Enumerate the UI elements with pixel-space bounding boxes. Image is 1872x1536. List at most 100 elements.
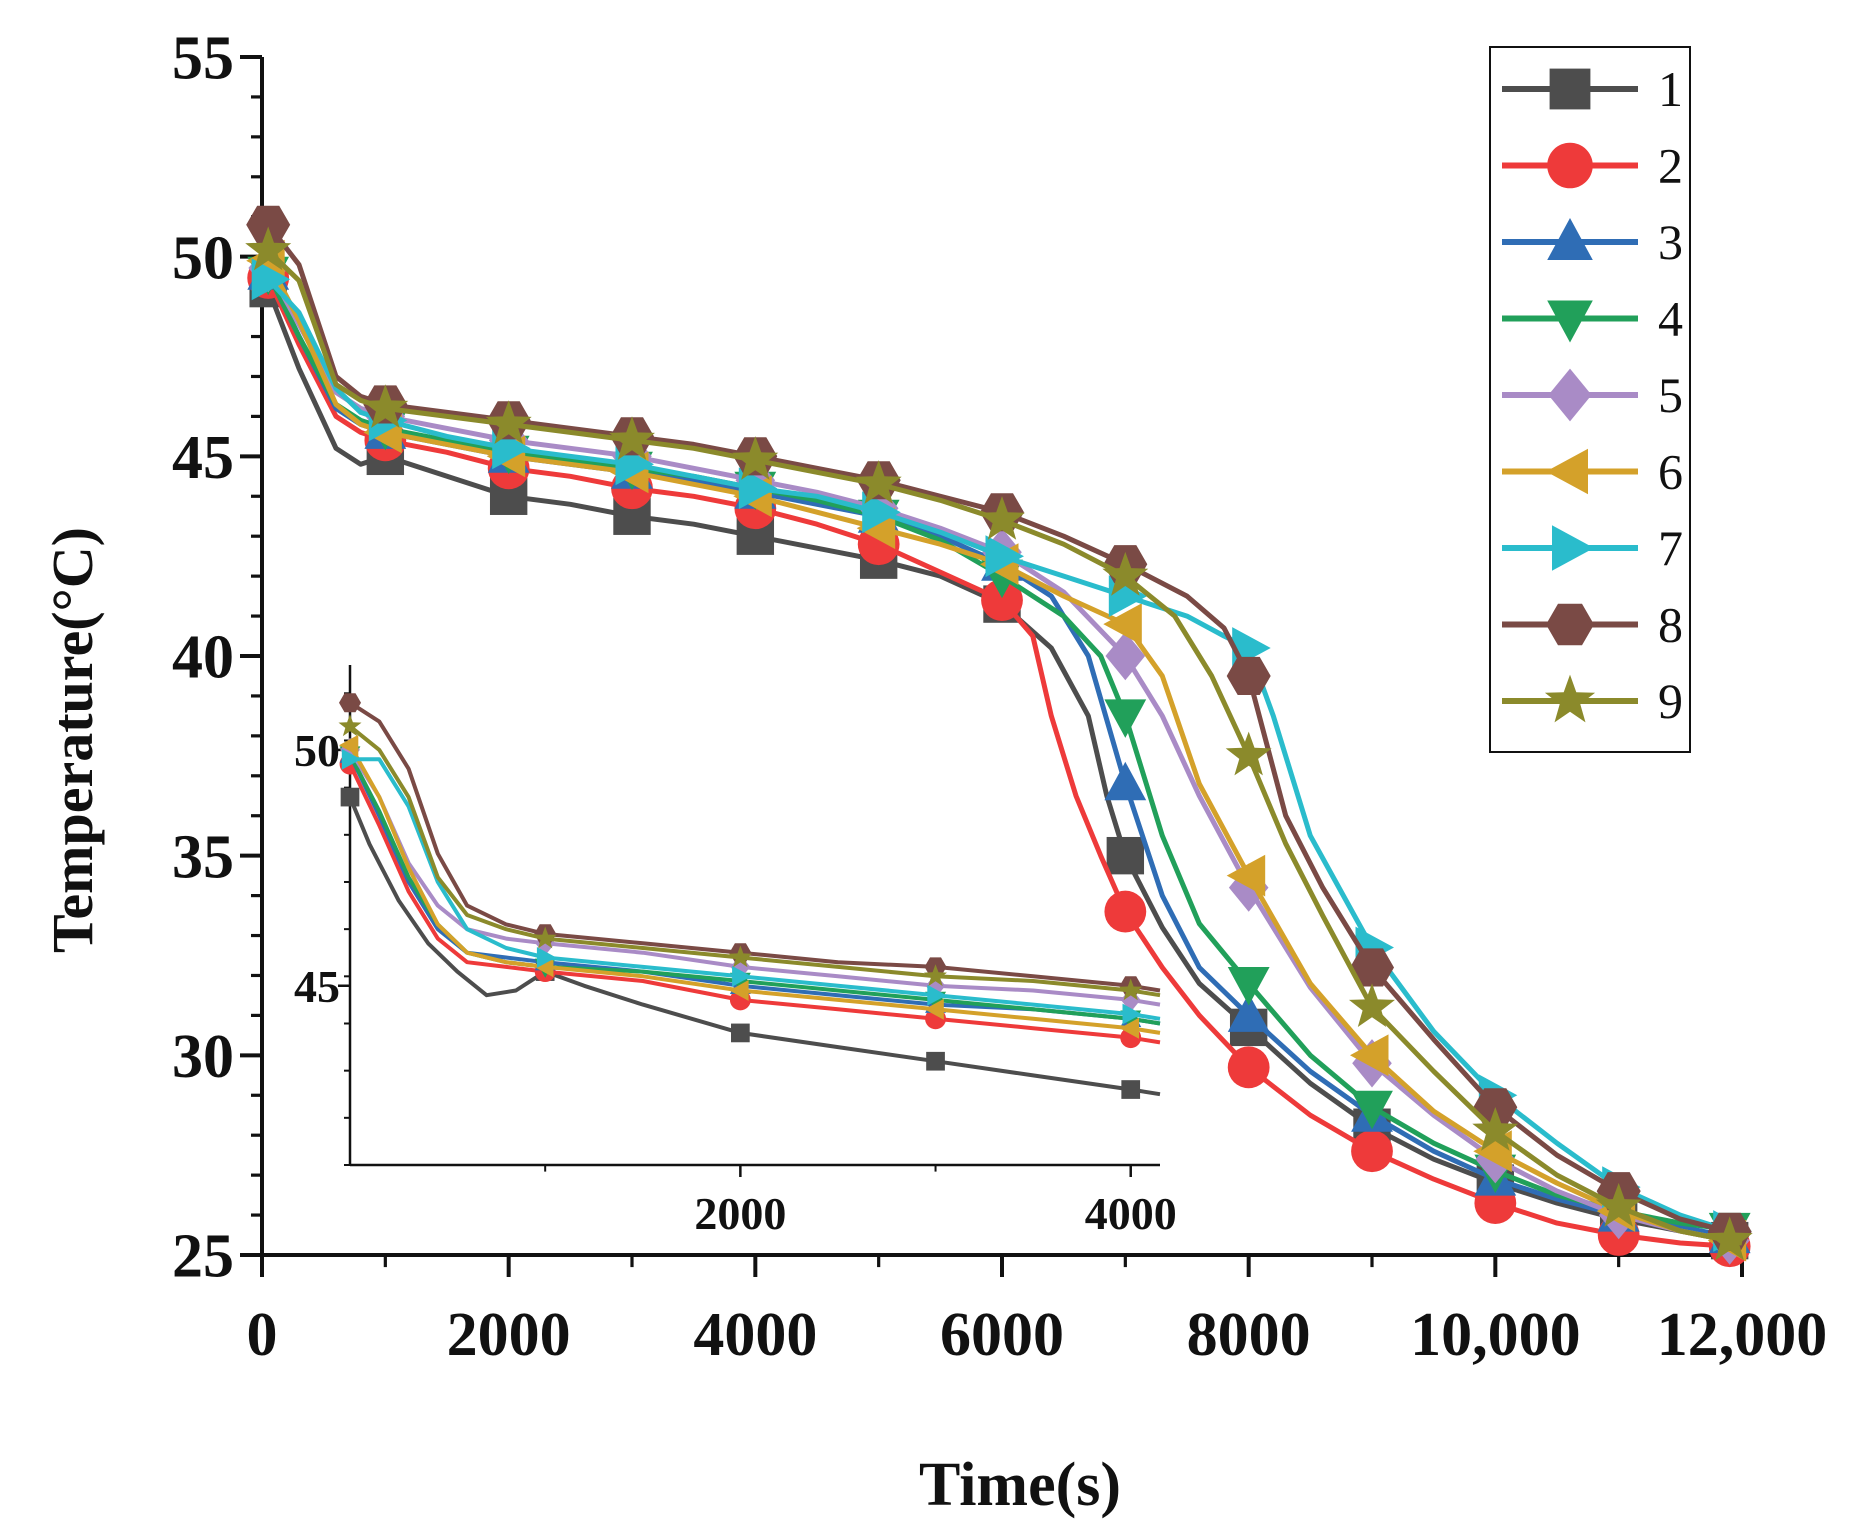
main-x-tick-label: 12,000 (1657, 1301, 1828, 1369)
x-axis-title: Time(s) (919, 1451, 1121, 1519)
main-y-tick-label: 35 (172, 823, 234, 891)
main-series-2-marker (1104, 890, 1147, 933)
main-x-tick-label: 10,000 (1410, 1301, 1581, 1369)
main-x-tick-label: 2000 (447, 1301, 571, 1369)
legend-label-4: 4 (1658, 291, 1683, 347)
legend-marker-3 (1547, 218, 1593, 260)
main-series-9-marker (1102, 551, 1149, 596)
main-series-2-line (259, 263, 1743, 1250)
main-y-tick-label: 55 (172, 25, 234, 93)
main-series-7-marker (862, 491, 901, 534)
legend-marker-5 (1548, 368, 1592, 422)
main-series-9-marker (979, 496, 1025, 540)
main-x-tick-label: 4000 (693, 1301, 817, 1369)
inset-series-7-line (350, 757, 1161, 1021)
main-series-9-marker (1595, 1182, 1642, 1227)
legend-marker-6 (1546, 448, 1588, 495)
inset-series-8-line (348, 701, 1161, 993)
legend-label-1: 1 (1658, 61, 1683, 117)
inset-series-1-marker (926, 1051, 945, 1071)
main-series-7-marker (738, 467, 778, 510)
main-series-9-marker (362, 384, 409, 428)
inset-series-7-marker (536, 947, 557, 968)
main-series-6-marker (1350, 1034, 1389, 1077)
inset-series-9-line (348, 724, 1161, 998)
main-y-tick-label: 40 (172, 624, 234, 692)
legend-label-9: 9 (1658, 673, 1683, 729)
main-series-7-marker (251, 258, 291, 301)
main-series-4-marker (1351, 1090, 1393, 1130)
inset-series-6-marker (339, 734, 359, 756)
main-series-2-marker (1227, 1046, 1270, 1089)
inset-series-9-marker (533, 926, 557, 949)
legend-label-3: 3 (1658, 214, 1683, 270)
main-y-tick-label: 25 (172, 1223, 234, 1291)
inset-y-tick-label: 50 (294, 725, 340, 776)
legend-label-2: 2 (1658, 138, 1683, 194)
main-y-tick-label: 30 (172, 1023, 234, 1091)
main-series-8-marker (1350, 948, 1394, 987)
legend-label-5: 5 (1658, 367, 1683, 423)
main-series-9-marker (732, 436, 779, 480)
main-plot: 0 2000 4000 6000 8000 10,000 12,00025303540455… (172, 25, 1827, 1369)
inset-series-9-marker (1119, 978, 1143, 1001)
main-series-8-marker (1226, 656, 1271, 695)
inset-series-9-marker (338, 714, 362, 737)
legend-marker-9 (1544, 674, 1596, 723)
main-series-9-marker (1225, 731, 1272, 776)
y-axis-title: Temperature(°C) (40, 527, 105, 953)
legend-marker-1 (1549, 68, 1591, 110)
inset-series-9-marker (728, 945, 752, 968)
inset-series-1-marker (340, 787, 360, 807)
legend-label-7: 7 (1658, 520, 1683, 576)
main-series-9-marker (485, 400, 532, 444)
main-series-6-marker (1226, 854, 1266, 897)
inset-series-6-marker (1119, 1017, 1139, 1039)
inset-series-7-marker (732, 965, 752, 987)
inset-series-1-marker (731, 1023, 750, 1043)
main-series-9-marker (1706, 1216, 1753, 1261)
main-series-4-marker (1104, 699, 1147, 738)
main-x-tick-label: 8000 (1187, 1301, 1311, 1369)
legend-marker-2 (1547, 142, 1593, 189)
main-series-9-marker (855, 460, 902, 504)
inset-series-6-marker (924, 998, 944, 1020)
legend-marker-7 (1552, 525, 1594, 571)
main-series-9-marker (1349, 983, 1395, 1027)
main-series-6-line (259, 247, 1743, 1246)
main-series-3-marker (1227, 993, 1270, 1032)
inset-series-1-marker (1121, 1080, 1141, 1099)
inset-y-tick-label: 45 (294, 961, 340, 1012)
main-y-tick-label: 45 (172, 424, 234, 492)
main-series-8-marker (246, 205, 291, 244)
inset-series-5-line (348, 748, 1161, 1007)
main-series-9-marker (245, 226, 292, 271)
inset-series-6-marker (729, 980, 749, 1001)
inset-x-tick-label: 4000 (1085, 1188, 1177, 1239)
main-series-5-marker (1105, 631, 1146, 681)
main-x-tick-label: 0 (247, 1301, 278, 1369)
main-series-7-marker (985, 535, 1024, 578)
inset-series-6-line (348, 744, 1161, 1035)
main-series-3-marker (1104, 761, 1147, 801)
main-series-4-marker (1227, 967, 1270, 1006)
main-series-6-marker (1103, 603, 1142, 645)
main-x-tick-label: 6000 (940, 1301, 1064, 1369)
legend-marker-4 (1547, 300, 1593, 343)
main-series-2-marker (981, 579, 1023, 621)
inset-series-8-marker (339, 693, 361, 713)
inset-series-1-line (348, 796, 1161, 1097)
inset-series-4-line (348, 753, 1161, 1026)
main-series-5-line (259, 255, 1743, 1246)
inset-plot: 2000 4000 45 50 (294, 665, 1177, 1239)
main-series-9-marker (609, 416, 655, 460)
legend: 1 2 3 4 5 6 7 8 9 (1489, 46, 1691, 753)
inset-series-6-marker (534, 956, 554, 978)
inset-series-9-marker (924, 964, 947, 987)
legend-label-6: 6 (1658, 444, 1683, 500)
main-series-2-marker (1351, 1130, 1393, 1173)
inset-x-tick-label: 2000 (694, 1188, 786, 1239)
inset-series-7-marker (1122, 1003, 1142, 1025)
main-series-1-marker (1106, 836, 1145, 875)
